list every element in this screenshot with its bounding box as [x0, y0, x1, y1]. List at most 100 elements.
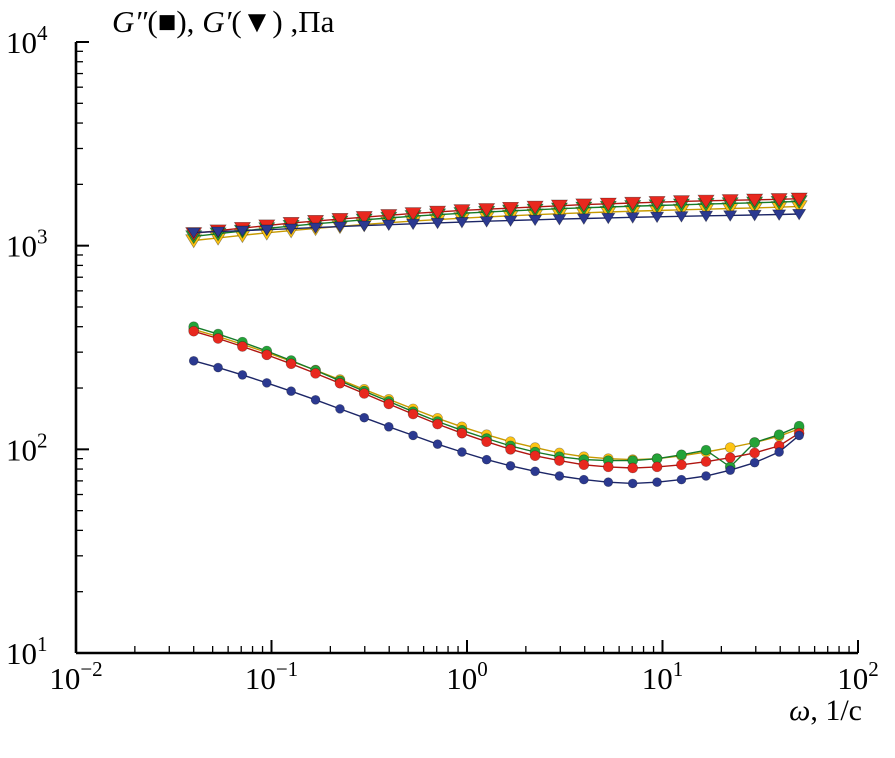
data-point-circle	[359, 412, 370, 423]
x-axis-label: ω, 1/с	[789, 694, 862, 728]
data-point-triangle	[527, 214, 543, 227]
data-point-triangle	[503, 215, 518, 228]
data-point-triangle	[479, 216, 494, 228]
series-g-doubleprime-green	[188, 321, 805, 473]
data-point-circle	[602, 461, 614, 473]
data-point-triangle	[380, 209, 398, 224]
tick-label: 102	[6, 428, 48, 467]
data-point-circle	[773, 429, 785, 440]
data-point-triangle	[674, 211, 689, 223]
data-point-triangle	[430, 217, 445, 230]
x-axis-unit: , 1/с	[810, 694, 862, 727]
data-point-circle	[481, 436, 492, 448]
data-point-circle	[383, 422, 394, 432]
data-point-circle	[701, 471, 711, 481]
series-g-prime-green	[185, 195, 808, 245]
data-point-triangle	[746, 193, 764, 208]
data-point-circle	[432, 439, 443, 449]
data-point-circle	[749, 457, 760, 468]
g-prime-symbol: G′	[202, 4, 232, 39]
data-point-circle	[554, 471, 565, 481]
series-g-prime-blue	[186, 209, 807, 240]
data-point-triangle	[770, 193, 788, 208]
data-point-circle	[578, 459, 590, 471]
data-point-triangle	[648, 196, 666, 211]
data-point-triangle	[306, 215, 325, 229]
data-point-circle	[335, 404, 345, 414]
data-point-triangle	[454, 217, 470, 229]
data-point-circle	[579, 474, 589, 485]
data-point-triangle	[792, 209, 807, 221]
data-point-circle	[481, 454, 492, 465]
x-tick-labels: 10−2 10−1 100 101 102	[49, 657, 878, 696]
data-point-triangle	[723, 210, 738, 222]
data-point-triangle	[210, 226, 226, 239]
data-point-triangle	[331, 213, 349, 227]
data-point-circle	[554, 455, 565, 466]
data-point-circle	[676, 474, 687, 485]
data-point-triangle	[357, 220, 372, 233]
data-point-triangle	[697, 194, 715, 209]
data-point-circle	[700, 444, 712, 456]
tick-label: 101	[6, 632, 48, 671]
data-point-triangle	[624, 196, 642, 211]
data-point-triangle	[649, 211, 665, 224]
y-tick-labels: 101 102 103 104	[6, 21, 48, 671]
data-point-triangle	[698, 210, 714, 223]
data-point-circle	[724, 442, 736, 453]
data-point-triangle	[332, 221, 348, 234]
data-point-triangle	[790, 192, 808, 207]
data-point-circle	[794, 430, 804, 441]
data-point-triangle	[355, 211, 373, 226]
tick-label: 10−1	[245, 657, 298, 696]
data-point-circle	[652, 477, 662, 487]
data-point-circle	[213, 362, 223, 373]
data-point-circle	[237, 341, 248, 352]
data-point-triangle	[576, 213, 591, 225]
triangle-marker-legend: (▼) ,Па	[231, 4, 335, 39]
data-point-circle	[627, 478, 638, 489]
data-point-circle	[529, 450, 541, 462]
data-point-triangle	[259, 224, 274, 237]
data-point-circle	[237, 370, 248, 380]
data-point-circle	[530, 466, 540, 477]
tick-label: 103	[6, 225, 48, 264]
data-point-triangle	[404, 207, 422, 222]
data-point-circle	[651, 461, 663, 473]
data-point-circle	[212, 333, 224, 344]
data-point-triangle	[526, 200, 544, 215]
data-point-triangle	[186, 227, 201, 240]
data-point-circle	[749, 447, 760, 459]
square-marker-legend: (■),	[147, 4, 203, 39]
data-point-triangle	[552, 214, 567, 226]
data-point-triangle	[575, 198, 593, 213]
data-point-circle	[505, 461, 516, 471]
tick-label: 101	[642, 657, 684, 696]
series-g-doubleprime-blue	[188, 356, 804, 489]
data-point-triangle	[283, 223, 299, 236]
data-point-circle	[334, 377, 346, 389]
data-point-triangle	[428, 205, 447, 220]
tick-label: 10−2	[49, 657, 102, 696]
data-point-circle	[457, 447, 467, 457]
data-point-circle	[774, 447, 784, 457]
axes	[74, 42, 858, 655]
data-point-triangle	[477, 203, 496, 218]
data-point-circle	[725, 465, 736, 475]
data-point-circle	[724, 452, 736, 463]
x-ticks	[75, 640, 859, 653]
tick-label: 102	[837, 657, 879, 696]
data-point-triangle	[501, 201, 520, 216]
data-point-triangle	[747, 209, 762, 222]
data-point-circle	[505, 444, 516, 455]
data-point-circle	[285, 358, 297, 370]
data-point-circle	[261, 378, 272, 388]
data-point-circle	[408, 430, 418, 441]
data-point-circle	[676, 449, 687, 461]
data-point-triangle	[625, 212, 640, 224]
data-point-circle	[261, 349, 273, 361]
data-point-circle	[383, 398, 395, 410]
data-point-triangle	[772, 209, 787, 222]
data-point-circle	[749, 437, 760, 448]
